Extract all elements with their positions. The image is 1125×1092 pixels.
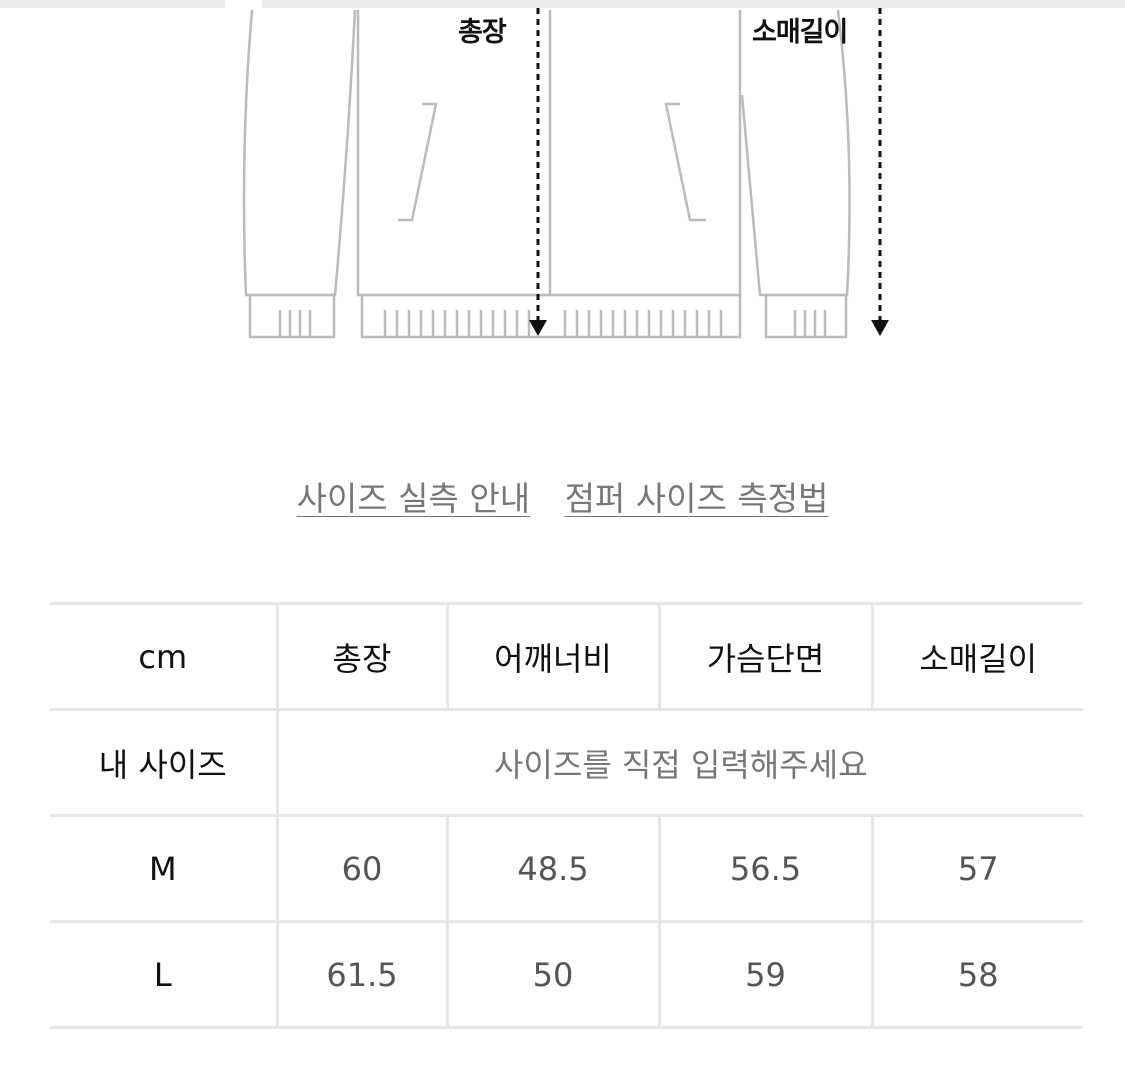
size-label: L bbox=[50, 920, 277, 1029]
top-divider-right bbox=[262, 0, 1125, 8]
guide-links: 사이즈 실측 안내 점퍼 사이즈 측정법 bbox=[0, 472, 1125, 520]
top-divider-left bbox=[0, 0, 225, 8]
sleeve-length-label: 소매길이 bbox=[752, 17, 848, 48]
table-row: L 61.5 50 59 58 bbox=[50, 920, 1083, 1029]
cell-sleeve: 57 bbox=[870, 814, 1083, 923]
header-length: 총장 bbox=[275, 602, 447, 711]
cell-length: 61.5 bbox=[275, 920, 447, 1029]
table-header-row: cm 총장 어깨너비 가슴단면 소매길이 bbox=[50, 602, 1083, 711]
cell-chest: 56.5 bbox=[657, 814, 872, 923]
jacket-measurement-diagram bbox=[242, 8, 889, 339]
size-label: M bbox=[50, 814, 277, 923]
cell-sleeve: 58 bbox=[870, 920, 1083, 1029]
my-size-row: 내 사이즈 사이즈를 직접 입력해주세요 bbox=[50, 708, 1083, 817]
header-sleeve: 소매길이 bbox=[870, 602, 1083, 711]
measure-guide-link[interactable]: 점퍼 사이즈 측정법 bbox=[564, 479, 829, 518]
length-label: 총장 bbox=[458, 17, 507, 48]
my-size-label: 내 사이즈 bbox=[50, 708, 277, 817]
cell-length: 60 bbox=[275, 814, 447, 923]
size-guide-link[interactable]: 사이즈 실측 안내 bbox=[296, 479, 531, 518]
header-unit: cm bbox=[50, 602, 277, 711]
header-chest: 가슴단면 bbox=[657, 602, 872, 711]
cell-shoulder: 48.5 bbox=[445, 814, 659, 923]
size-table: cm 총장 어깨너비 가슴단면 소매길이 내 사이즈 사이즈를 직접 입력해주세… bbox=[50, 602, 1083, 1029]
table-row: M 60 48.5 56.5 57 bbox=[50, 814, 1083, 923]
my-size-input[interactable]: 사이즈를 직접 입력해주세요 bbox=[275, 708, 1083, 817]
header-shoulder: 어깨너비 bbox=[445, 602, 659, 711]
cell-shoulder: 50 bbox=[445, 920, 659, 1029]
cell-chest: 59 bbox=[657, 920, 872, 1029]
